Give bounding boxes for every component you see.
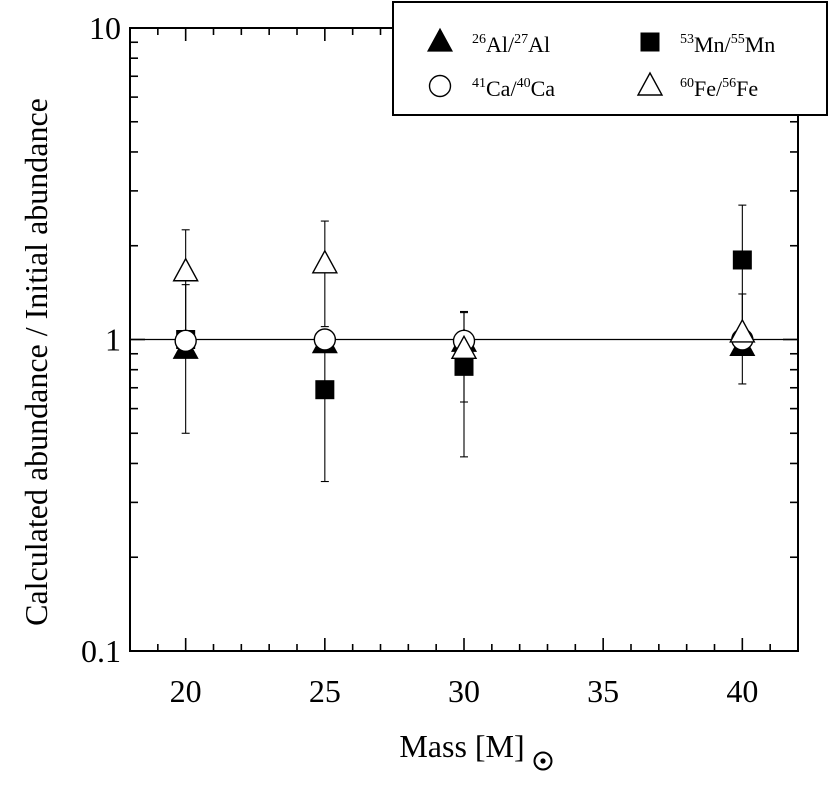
legend-label-superscript: 40 [517, 76, 531, 91]
x-tick-label: 40 [726, 673, 758, 709]
tick-label-layer: 20 25 30 35 40 0.1 1 10 [81, 10, 758, 709]
legend-label-superscript: 55 [731, 32, 745, 47]
legend-label-superscript: 53 [680, 32, 694, 47]
legend-label-text: Ca [531, 76, 556, 101]
x-axis-title: Mass [M] [399, 728, 524, 764]
legend-label-text: Fe/ [694, 76, 723, 101]
data-point-open-triangle [729, 318, 756, 343]
legend-box [392, 1, 828, 116]
legend-marker-open-triangle [636, 71, 664, 96]
legend-label: 41Ca/40Ca [472, 76, 555, 101]
x-tick-label: 35 [587, 673, 619, 709]
legend-label-superscript: 26 [472, 32, 486, 47]
data-point-open-triangle [450, 334, 478, 360]
legend-label: 53Mn/55Mn [680, 32, 775, 57]
solar-mass-symbol-icon [533, 751, 553, 771]
legend-label-text: Al [528, 32, 550, 57]
legend-marker-filled-triangle [426, 27, 454, 52]
y-axis-title: Calculated abundance / Initial abundance [18, 98, 54, 626]
legend-label-superscript: 41 [472, 76, 486, 91]
legend: 26Al/27Al 53Mn/55Mn 41Ca/40Ca 60Fe/56Fe [392, 1, 828, 116]
x-axis-title-close: ] [514, 728, 525, 764]
legend-marker-open-circle [428, 74, 452, 98]
legend-marker-filled-square [640, 32, 660, 52]
data-point-open-circle [313, 328, 337, 351]
legend-label-superscript: 27 [514, 32, 528, 47]
marker-layer [172, 249, 756, 400]
legend-label: 60Fe/56Fe [680, 76, 758, 101]
x-tick-label: 30 [448, 673, 480, 709]
legend-label-text: Mn/ [694, 32, 732, 57]
x-tick-label: 20 [170, 673, 202, 709]
x-tick-label: 25 [309, 673, 341, 709]
data-point-filled-square [732, 250, 752, 270]
legend-label-text: Al/ [486, 32, 515, 57]
data-point-open-circle [174, 329, 197, 353]
legend-label-superscript: 56 [722, 76, 736, 91]
legend-label: 26Al/27Al [472, 32, 550, 57]
data-point-filled-square [315, 380, 335, 400]
legend-label-text: Mn [745, 32, 776, 57]
legend-label-text: Ca/ [486, 76, 517, 101]
y-tick-label: 0.1 [81, 633, 121, 669]
data-point-open-triangle [172, 257, 199, 282]
y-tick-label: 10 [89, 10, 121, 46]
x-axis-title-main: Mass [M [399, 728, 514, 764]
data-point-open-triangle [311, 249, 339, 274]
legend-label-superscript: 60 [680, 76, 694, 91]
legend-label-text: Fe [736, 76, 758, 101]
data-point-filled-square [454, 356, 474, 376]
y-tick-label: 1 [105, 322, 121, 358]
